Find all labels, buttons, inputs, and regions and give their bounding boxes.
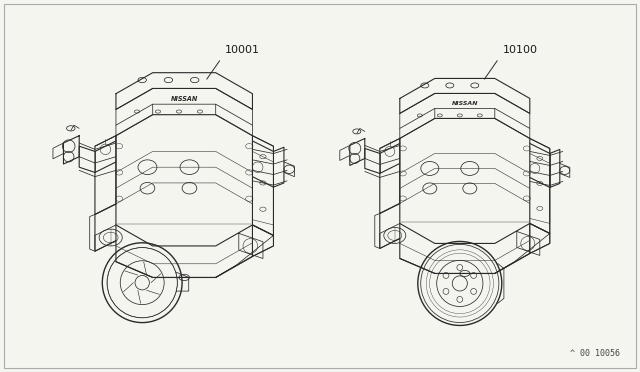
Text: NISSAN: NISSAN (170, 96, 198, 102)
Text: 10100: 10100 (503, 45, 538, 55)
Text: NISSAN: NISSAN (452, 101, 478, 106)
Text: 10001: 10001 (225, 45, 260, 55)
Text: ^ 00 10056: ^ 00 10056 (570, 349, 620, 358)
